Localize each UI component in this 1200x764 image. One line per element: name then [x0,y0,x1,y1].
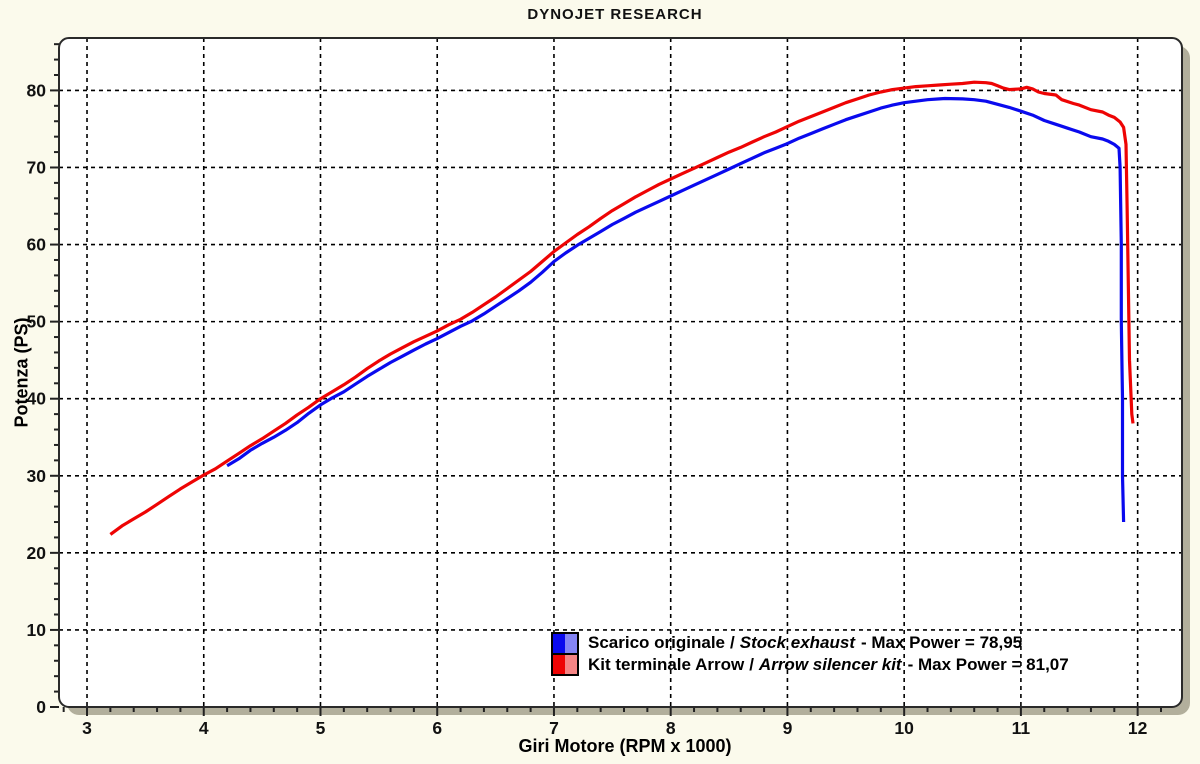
y-axis-title: Potenza (PS) [11,317,32,428]
legend-arrow-name-en: Arrow silencer kit [758,655,902,674]
legend-text: Scarico originale / Stock exhaust - Max Pow… [588,632,1069,676]
y-tick-label: 40 [27,389,47,409]
legend-stock-max-power: - Max Power = 78,95 [861,633,1023,652]
plot-border [58,37,1183,708]
legend-row-stock: Scarico originale / Stock exhaust - Max Pow… [588,632,1069,654]
x-tick-label: 5 [316,718,326,738]
x-tick-label: 4 [199,718,209,738]
x-tick-label: 11 [1012,718,1031,738]
x-tick-label: 10 [894,718,914,738]
x-tick-label: 9 [783,718,793,738]
y-tick-label: 60 [27,235,47,255]
legend-arrow-name: Kit terminale Arrow [588,655,745,674]
plot-background [59,38,1182,707]
legend-swatch-stock-light [565,634,577,653]
y-tick-label: 70 [27,157,47,177]
legend-swatch-arrow [551,655,579,676]
legend-arrow-max-power: - Max Power = 81,07 [907,655,1069,674]
y-tick-label: 80 [27,80,47,100]
legend-separator: / [749,655,754,674]
legend-separator: / [730,633,735,652]
legend-stock-name-en: Stock exhaust [739,633,855,652]
gridlines [59,38,1182,707]
legend-swatch-arrow-dark [553,655,565,674]
x-tick-label: 8 [666,718,676,738]
legend-swatch-stock-dark [553,634,565,653]
y-tick-label: 50 [27,312,47,332]
legend-swatch-arrow-light [565,655,577,674]
legend-swatches [551,632,579,676]
x-tick-label: 3 [82,718,92,738]
legend-row-arrow: Kit terminale Arrow / Arrow silencer kit - … [588,654,1069,676]
chart-title: DYNOJET RESEARCH [527,6,703,23]
chart-legend: Scarico originale / Stock exhaust - Max Pow… [551,632,1069,676]
x-tick-label: 6 [432,718,442,738]
x-tick-label: 7 [549,718,559,738]
y-tick-label: 20 [27,543,47,563]
tick-labels: 3 4 5 6 7 8 9 10 11 12 0 10 20 30 40 50 60 70 80 [27,80,1148,738]
y-tick-label: 10 [27,620,47,640]
x-tick-label: 12 [1128,718,1148,738]
x-axis-title: Giri Motore (RPM x 1000) [518,736,732,756]
series-line-stock-exhaust [226,96,1126,523]
y-tick-label: 30 [27,466,47,486]
y-tick-label: 0 [36,697,46,717]
legend-stock-name: Scarico originale [588,633,725,652]
series-line-arrow-kit [109,80,1135,536]
legend-swatch-stock [551,632,579,655]
